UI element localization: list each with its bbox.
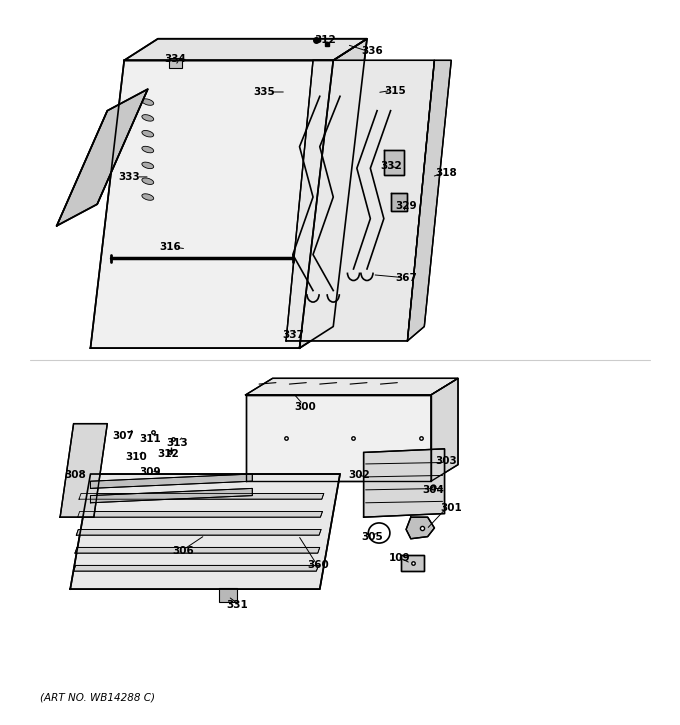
Polygon shape — [70, 474, 340, 589]
Polygon shape — [364, 449, 445, 517]
Text: 329: 329 — [395, 201, 417, 211]
Text: 315: 315 — [384, 86, 406, 96]
Polygon shape — [406, 517, 435, 539]
Text: 331: 331 — [226, 600, 248, 610]
Text: 360: 360 — [307, 560, 329, 571]
Text: 302: 302 — [348, 471, 370, 481]
Polygon shape — [90, 474, 252, 489]
Polygon shape — [401, 555, 424, 571]
Ellipse shape — [142, 115, 154, 121]
Polygon shape — [124, 38, 367, 60]
Text: 308: 308 — [65, 471, 86, 481]
Ellipse shape — [142, 130, 154, 137]
Text: 306: 306 — [173, 546, 194, 556]
Text: 312: 312 — [157, 449, 179, 459]
Text: 337: 337 — [282, 330, 304, 340]
Polygon shape — [90, 60, 333, 348]
Text: 312: 312 — [314, 36, 336, 45]
Polygon shape — [286, 60, 435, 341]
Polygon shape — [75, 547, 320, 553]
Polygon shape — [56, 89, 148, 225]
Ellipse shape — [142, 162, 154, 169]
Polygon shape — [407, 60, 452, 341]
Text: 300: 300 — [294, 402, 316, 412]
Polygon shape — [60, 423, 107, 517]
Text: 313: 313 — [166, 438, 188, 448]
Polygon shape — [245, 378, 458, 395]
Text: 316: 316 — [159, 242, 181, 252]
Polygon shape — [390, 194, 407, 212]
Text: 310: 310 — [125, 452, 147, 463]
Polygon shape — [299, 38, 367, 348]
Polygon shape — [245, 395, 431, 481]
Polygon shape — [73, 566, 318, 571]
Text: 333: 333 — [119, 172, 141, 182]
Ellipse shape — [142, 194, 154, 200]
Polygon shape — [384, 150, 404, 175]
Polygon shape — [90, 489, 252, 503]
Polygon shape — [79, 494, 324, 500]
Text: 307: 307 — [112, 431, 134, 441]
Text: 335: 335 — [254, 87, 275, 97]
Ellipse shape — [142, 99, 154, 105]
Polygon shape — [431, 378, 458, 481]
Bar — [218, 588, 237, 602]
Text: 334: 334 — [164, 54, 186, 64]
Text: 367: 367 — [395, 273, 417, 283]
Text: 305: 305 — [362, 531, 384, 542]
Polygon shape — [76, 529, 321, 535]
Text: 304: 304 — [422, 485, 444, 495]
Text: 336: 336 — [362, 46, 384, 56]
Text: 109: 109 — [388, 553, 410, 563]
Text: 301: 301 — [441, 503, 462, 513]
Text: 303: 303 — [436, 456, 458, 466]
Text: (ART NO. WB14288 C): (ART NO. WB14288 C) — [40, 692, 155, 702]
Bar — [169, 58, 182, 68]
Text: 332: 332 — [380, 161, 402, 171]
Ellipse shape — [142, 178, 154, 184]
Polygon shape — [78, 511, 322, 517]
Text: 311: 311 — [139, 434, 160, 444]
Text: 318: 318 — [436, 168, 458, 178]
Ellipse shape — [142, 146, 154, 153]
Text: 309: 309 — [139, 467, 160, 477]
